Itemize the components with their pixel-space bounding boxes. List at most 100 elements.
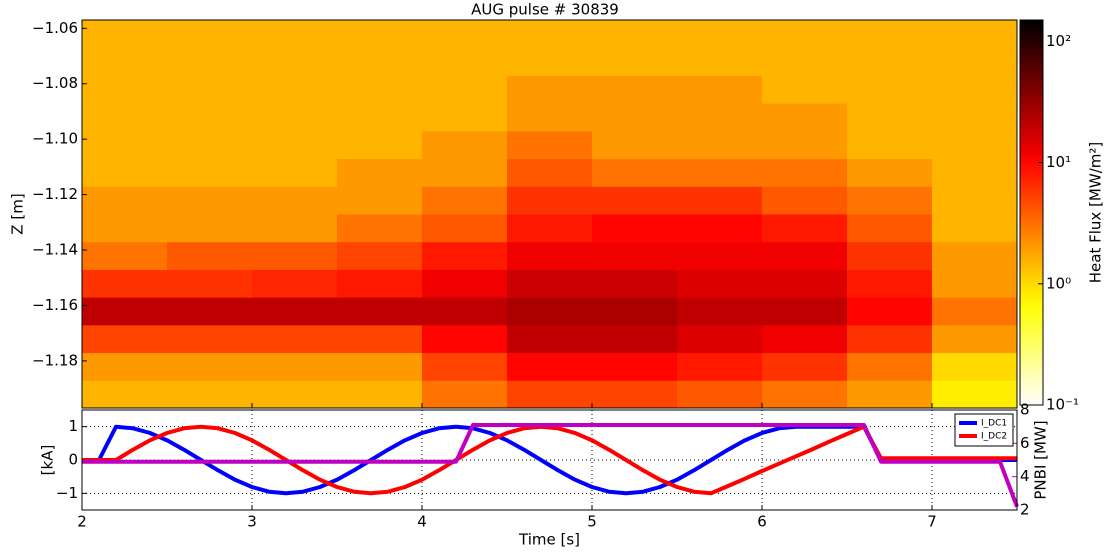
x-tick-label: 6 bbox=[757, 513, 767, 531]
y-tick-label: −1.18 bbox=[32, 351, 78, 369]
heat-cell bbox=[337, 380, 423, 409]
heat-cell bbox=[82, 380, 168, 409]
x-tick-label: 2 bbox=[77, 513, 87, 531]
y-tick-label: −1.16 bbox=[32, 296, 78, 314]
heat-cell bbox=[82, 269, 168, 298]
legend-label: I_DC1 bbox=[981, 419, 1007, 429]
heat-cell bbox=[337, 20, 423, 49]
heat-cell bbox=[167, 130, 253, 160]
heat-cell bbox=[422, 186, 508, 215]
heat-cell bbox=[252, 158, 338, 187]
heat-cell bbox=[932, 352, 1018, 381]
heat-cell bbox=[762, 20, 848, 49]
heat-cell bbox=[337, 241, 423, 270]
x-tick-label: 5 bbox=[587, 513, 597, 531]
heat-cell bbox=[762, 75, 848, 104]
heat-cell bbox=[507, 241, 593, 270]
heat-cell bbox=[82, 158, 168, 187]
heat-cell bbox=[422, 241, 508, 270]
heat-cell bbox=[252, 214, 338, 243]
heat-cell bbox=[252, 47, 338, 76]
heat-cell bbox=[932, 380, 1018, 409]
heat-cell bbox=[422, 380, 508, 409]
heat-cell bbox=[847, 269, 933, 298]
heat-cell bbox=[337, 47, 423, 76]
heat-cell bbox=[592, 186, 678, 215]
heat-cell bbox=[847, 103, 933, 132]
heat-cell bbox=[592, 75, 678, 104]
heat-cell bbox=[252, 297, 338, 326]
axes-frame bbox=[81, 409, 1018, 511]
y-tick-label: 0 bbox=[68, 451, 78, 469]
heat-cell bbox=[252, 186, 338, 215]
heat-cell bbox=[82, 297, 168, 326]
heat-cell bbox=[167, 241, 253, 270]
y-axis-label: Z [m] bbox=[9, 193, 27, 234]
heat-cell bbox=[932, 269, 1018, 298]
heat-cell bbox=[507, 130, 593, 160]
axes-frame bbox=[81, 19, 1018, 409]
heat-cell bbox=[507, 269, 593, 298]
heat-cell bbox=[847, 380, 933, 409]
heat-cell bbox=[677, 380, 763, 409]
heat-cell bbox=[677, 130, 763, 160]
heat-cell bbox=[82, 186, 168, 215]
heat-cell bbox=[167, 269, 253, 298]
heat-cell bbox=[337, 75, 423, 104]
heat-cell bbox=[82, 352, 168, 381]
x-tick-label: 3 bbox=[247, 513, 257, 531]
y2-tick-label: 8 bbox=[1020, 401, 1030, 419]
chart-title: AUG pulse # 30839 bbox=[471, 1, 619, 19]
heat-cell bbox=[82, 47, 168, 76]
legend-label: I_DC2 bbox=[981, 432, 1007, 442]
heat-cell bbox=[762, 241, 848, 270]
heat-cell bbox=[507, 47, 593, 76]
y2-tick-label: 6 bbox=[1020, 434, 1030, 452]
heat-cell bbox=[337, 186, 423, 215]
colorbar-tick-label: 10² bbox=[1046, 32, 1071, 50]
heat-cell bbox=[167, 47, 253, 76]
heat-cell bbox=[592, 297, 678, 326]
heat-cell bbox=[762, 47, 848, 76]
colorbar bbox=[1019, 19, 1044, 406]
heat-cell bbox=[847, 47, 933, 76]
heat-cell bbox=[507, 380, 593, 409]
legend-box bbox=[954, 413, 1014, 447]
x-axis-label: Time [s] bbox=[518, 531, 580, 549]
heat-cell bbox=[592, 214, 678, 243]
heat-cell bbox=[932, 130, 1018, 160]
heat-cell bbox=[167, 20, 253, 49]
heat-cell bbox=[82, 75, 168, 104]
heat-cell bbox=[592, 324, 678, 354]
y-tick-label: −1.08 bbox=[32, 74, 78, 92]
heat-cell bbox=[337, 269, 423, 298]
series-line bbox=[82, 424, 1017, 496]
heat-cell bbox=[592, 130, 678, 160]
heat-cell bbox=[592, 103, 678, 132]
heat-cell bbox=[337, 297, 423, 326]
heat-cell bbox=[337, 324, 423, 354]
heat-cell bbox=[167, 103, 253, 132]
y2-tick-label: 4 bbox=[1020, 467, 1030, 485]
y-tick-label: −1 bbox=[56, 484, 78, 502]
heat-cell bbox=[422, 269, 508, 298]
colorbar-tick-label: 10⁻¹ bbox=[1046, 396, 1079, 414]
y2-axis-label: PNBI [MW] bbox=[1032, 420, 1050, 499]
heat-cell bbox=[762, 352, 848, 381]
heat-cell bbox=[167, 214, 253, 243]
heat-cell bbox=[847, 241, 933, 270]
heat-cell bbox=[762, 186, 848, 215]
heat-cell bbox=[847, 352, 933, 381]
heat-cell bbox=[762, 130, 848, 160]
heat-cell bbox=[422, 103, 508, 132]
heat-cell bbox=[677, 324, 763, 354]
heat-cell bbox=[252, 103, 338, 132]
heat-cell bbox=[167, 75, 253, 104]
heat-cell bbox=[82, 130, 168, 160]
heat-cell bbox=[507, 297, 593, 326]
heat-cell bbox=[167, 380, 253, 409]
heat-cell bbox=[167, 158, 253, 187]
heat-cell bbox=[422, 75, 508, 104]
heat-cell bbox=[762, 297, 848, 326]
heat-cell bbox=[932, 297, 1018, 326]
